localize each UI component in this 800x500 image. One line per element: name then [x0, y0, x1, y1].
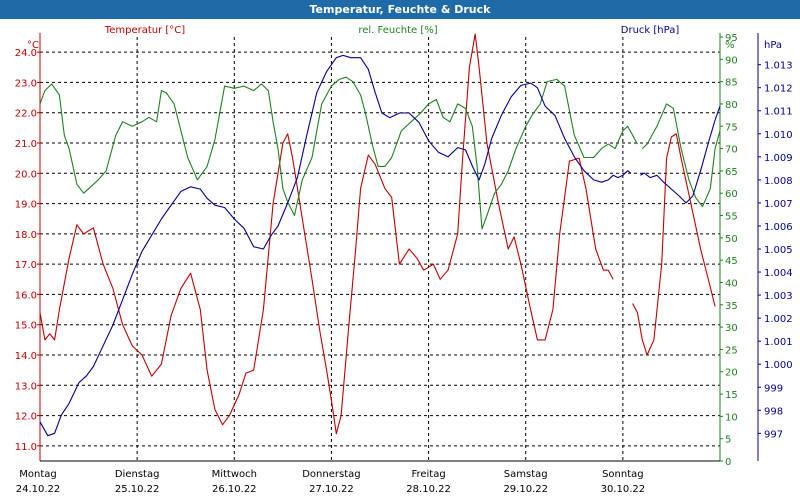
- temperature-tick-label: 23.0: [15, 78, 37, 89]
- chart-title: Temperatur, Feuchte & Druck: [309, 3, 491, 16]
- temperature-tick-label: 24.0: [15, 48, 37, 59]
- temperature-tick-label: 13.0: [15, 381, 37, 392]
- x-date-label: 30.10.22: [601, 484, 646, 495]
- pressure-tick-label: 1.013: [764, 61, 793, 72]
- temperature-unit-label: °C: [27, 40, 39, 51]
- pressure-series-line: [640, 105, 721, 204]
- x-day-label: Dienstag: [115, 469, 160, 480]
- x-date-label: 29.10.22: [503, 484, 548, 495]
- pressure-tick-label: 1.000: [764, 360, 793, 371]
- humidity-unit-label: %: [725, 40, 735, 51]
- x-day-label: Samstag: [504, 469, 548, 480]
- temperature-tick-label: 17.0: [15, 260, 37, 271]
- x-day-label: Donnerstag: [302, 469, 360, 480]
- temperature-tick-label: 22.0: [15, 109, 37, 120]
- humidity-tick-label: 80: [725, 100, 738, 111]
- humidity-tick-label: 45: [725, 256, 738, 267]
- pressure-axis-title: Druck [hPa]: [621, 25, 680, 36]
- humidity-tick-label: 15: [725, 390, 738, 401]
- x-date-label: 28.10.22: [406, 484, 451, 495]
- humidity-tick-label: 50: [725, 234, 738, 245]
- humidity-tick-label: 65: [725, 167, 738, 178]
- temperature-tick-label: 14.0: [15, 351, 37, 362]
- pressure-tick-label: 1.001: [764, 337, 793, 348]
- humidity-tick-label: 30: [725, 323, 738, 334]
- temperature-tick-label: 16.0: [15, 290, 37, 301]
- x-date-label: 25.10.22: [115, 484, 160, 495]
- temperature-tick-label: 21.0: [15, 139, 37, 150]
- humidity-axis-title: rel. Feuchte [%]: [358, 25, 437, 36]
- pressure-tick-label: 999: [764, 383, 783, 394]
- x-day-label: Mittwoch: [212, 469, 257, 480]
- x-day-label: Sonntag: [602, 469, 644, 480]
- pressure-tick-label: 1.008: [764, 176, 793, 187]
- humidity-tick-label: 95: [725, 33, 738, 44]
- humidity-tick-label: 90: [725, 55, 738, 66]
- pressure-tick-label: 1.010: [764, 130, 793, 141]
- x-date-label: 27.10.22: [309, 484, 354, 495]
- pressure-tick-label: 1.002: [764, 314, 793, 325]
- pressure-series-line: [39, 54, 631, 437]
- humidity-series-line: [641, 103, 721, 208]
- pressure-tick-label: 1.011: [764, 107, 793, 118]
- temperature-tick-label: 19.0: [15, 200, 37, 211]
- temperature-tick-label: 20.0: [15, 169, 37, 180]
- x-date-label: 26.10.22: [212, 484, 257, 495]
- temperature-axis-title: Temperatur [°C]: [104, 25, 185, 36]
- pressure-tick-label: 1.009: [764, 153, 793, 164]
- humidity-tick-label: 0: [725, 457, 731, 468]
- pressure-tick-label: 1.006: [764, 222, 793, 233]
- humidity-tick-label: 20: [725, 368, 738, 379]
- temperature-tick-label: 12.0: [15, 412, 37, 423]
- humidity-tick-label: 5: [725, 435, 731, 446]
- pressure-unit-label: hPa: [764, 40, 782, 51]
- humidity-tick-label: 85: [725, 78, 738, 89]
- temperature-series-line: [632, 133, 716, 356]
- temperature-tick-label: 18.0: [15, 230, 37, 241]
- humidity-tick-label: 75: [725, 122, 738, 133]
- humidity-tick-label: 25: [725, 345, 738, 356]
- x-day-label: Freitag: [411, 469, 445, 480]
- weather-chart: °C Temperatur [°C] rel. Feuchte [%] Druck […: [15, 25, 793, 495]
- temperature-tick-label: 11.0: [15, 442, 37, 453]
- temperature-tick-label: 15.0: [15, 321, 37, 332]
- temperature-series-line: [39, 33, 614, 435]
- chart-title-bar: Temperatur, Feuchte & Druck: [0, 0, 800, 19]
- humidity-tick-label: 60: [725, 189, 738, 200]
- pressure-tick-label: 1.004: [764, 268, 793, 279]
- humidity-tick-label: 35: [725, 301, 738, 312]
- pressure-tick-label: 1.005: [764, 245, 793, 256]
- x-date-label: 24.10.22: [16, 484, 61, 495]
- pressure-tick-label: 1.007: [764, 199, 793, 210]
- pressure-tick-label: 997: [764, 429, 783, 440]
- humidity-tick-label: 70: [725, 145, 738, 156]
- pressure-tick-label: 1.012: [764, 84, 793, 95]
- pressure-tick-label: 998: [764, 406, 783, 417]
- humidity-tick-label: 40: [725, 278, 738, 289]
- x-day-label: Montag: [19, 469, 56, 480]
- humidity-series-line: [39, 76, 638, 230]
- humidity-tick-label: 10: [725, 412, 738, 423]
- pressure-tick-label: 1.003: [764, 291, 793, 302]
- humidity-tick-label: 55: [725, 212, 738, 223]
